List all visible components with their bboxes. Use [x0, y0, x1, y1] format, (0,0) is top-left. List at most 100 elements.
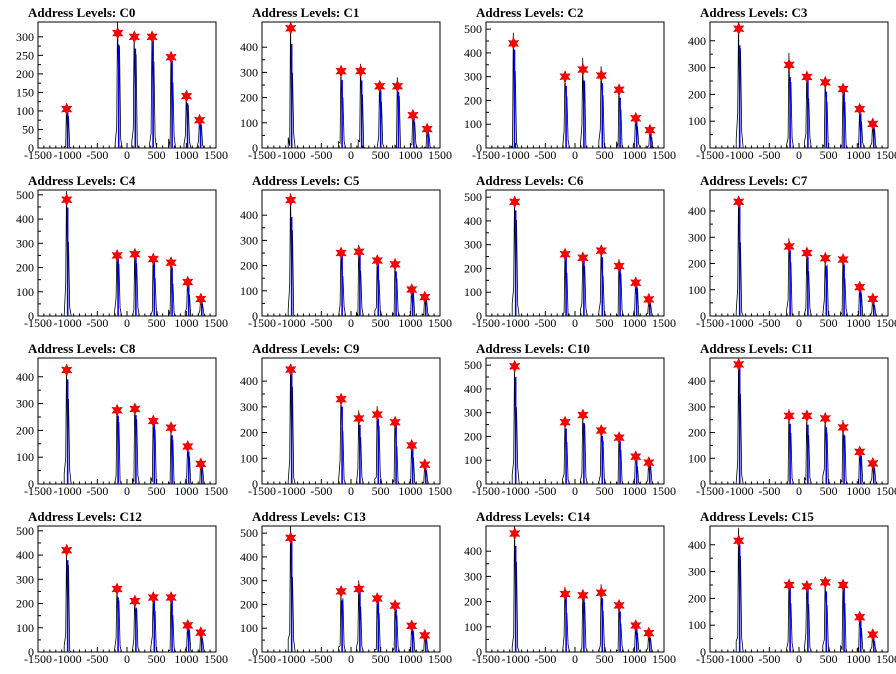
y-tick-label: 400 [240, 40, 258, 54]
x-tick-label: -500 [86, 148, 108, 162]
y-tick-label: 100 [688, 451, 706, 465]
x-tick-label: 1500 [428, 316, 452, 330]
x-tick-label: 0 [124, 148, 130, 162]
peak-star-marker [577, 62, 589, 77]
chart-svg: Address Levels: C13 0 100 200 300 400 500 -1500… [240, 509, 452, 666]
chart-panel-9: Address Levels: C9 0 100 200 300 400 -1500 -100… [224, 338, 452, 506]
y-tick-label: 200 [688, 87, 706, 101]
peak-star-marker [284, 21, 297, 35]
x-tick-label: -500 [758, 148, 780, 162]
x-tick-label: 1500 [204, 484, 228, 498]
peak-star-marker [819, 75, 832, 89]
chart-svg: Address Levels: C12 0 100 200 300 400 500 -1500… [16, 509, 228, 666]
chart-svg: Address Levels: C40100200300400500-1500-… [16, 173, 228, 330]
chart-title: Address Levels: C5 [252, 173, 360, 188]
x-tick-label: -1500 [696, 316, 724, 330]
x-tick-label: -500 [758, 652, 780, 666]
y-tick-label: 200 [240, 259, 258, 273]
y-tick-label: 200 [240, 597, 258, 611]
x-tick-label: 0 [572, 484, 578, 498]
peak-star-marker [180, 89, 193, 103]
x-tick-label: 1000 [622, 652, 646, 666]
peak-star-marker [419, 628, 431, 642]
peak-star-marker [353, 411, 365, 426]
y-tick-label: 300 [688, 565, 706, 579]
x-tick-label: 1500 [428, 652, 452, 666]
y-tick-label: 200 [16, 67, 34, 81]
peak-star-marker [111, 582, 123, 596]
peak-star-marker [837, 420, 849, 435]
x-tick-label: -1500 [24, 148, 52, 162]
y-tick-label: 400 [16, 370, 34, 384]
chart-svg: Address Levels: C8 0 100 200 300 400 -1500 -100… [16, 341, 228, 498]
y-tick-label: 400 [688, 34, 706, 48]
x-tick-label: 0 [572, 652, 578, 666]
y-tick-label: 300 [240, 400, 258, 414]
chart-title: Address Levels: C14 [476, 509, 590, 524]
peak-star-marker [629, 276, 642, 290]
chart-panel-10: Address Levels: C10 0 100 200 300 400 500 -1500… [448, 338, 676, 506]
peak-star-marker [819, 411, 832, 426]
peak-star-marker [643, 626, 655, 640]
peak-star-marker [595, 423, 608, 438]
y-tick-label: 150 [16, 85, 34, 99]
peak-star-marker [60, 363, 73, 377]
x-tick-label: 0 [796, 652, 802, 666]
chart-panel-15: Address Levels: C15 0 100 200 300 400 -1500 -10… [672, 506, 896, 674]
peak-star-marker [867, 292, 879, 306]
peak-star-marker [577, 251, 589, 265]
x-tick-label: 1000 [174, 148, 198, 162]
y-tick-label: 400 [464, 544, 482, 558]
peak-star-marker [819, 251, 832, 265]
x-tick-label: -1500 [24, 484, 52, 498]
chart-svg: Address Levels: C15 0 100 200 300 400 -1500 -10… [688, 509, 896, 666]
y-tick-label: 100 [16, 450, 34, 464]
x-tick-label: 0 [796, 316, 802, 330]
x-tick-label: -500 [86, 652, 108, 666]
y-tick-label: 200 [464, 93, 482, 107]
x-tick-label: -500 [310, 316, 332, 330]
peak-star-marker [783, 409, 795, 423]
peak-star-marker [613, 83, 625, 97]
y-tick-label: 400 [688, 538, 706, 552]
peak-star-marker [335, 584, 347, 598]
y-tick-label: 200 [464, 595, 482, 609]
x-tick-label: 1500 [876, 316, 896, 330]
x-tick-label: -1000 [726, 316, 754, 330]
y-tick-label: 0 [28, 645, 34, 659]
peak-star-marker [577, 588, 589, 602]
y-tick-label: 100 [688, 618, 706, 632]
peak-star-marker [559, 247, 571, 261]
peak-star-marker [613, 431, 625, 445]
peak-star-marker [147, 252, 160, 266]
chart-panel-12: Address Levels: C12 0 100 200 300 400 500 -1500… [0, 506, 228, 674]
y-tick-label: 300 [688, 230, 706, 244]
peak-star-marker [407, 108, 419, 122]
y-tick-label: 400 [240, 374, 258, 388]
y-tick-label: 400 [464, 46, 482, 60]
y-tick-label: 300 [16, 397, 34, 411]
peak-star-marker [391, 79, 404, 93]
y-tick-label: 0 [476, 141, 482, 155]
peak-star-marker [732, 534, 745, 548]
x-tick-label: -1500 [472, 652, 500, 666]
x-tick-label: 1500 [876, 652, 896, 666]
y-tick-label: 100 [240, 621, 258, 635]
peak-star-marker [595, 586, 608, 600]
peak-star-marker [353, 245, 365, 259]
x-tick-label: -1500 [472, 484, 500, 498]
peak-star-marker [508, 359, 521, 373]
chart-panel-11: Address Levels: C11 0 100 200 300 400 -1500 -10… [672, 338, 896, 506]
peak-star-marker [354, 64, 367, 78]
peak-star-marker [732, 22, 745, 36]
y-tick-label: 200 [16, 423, 34, 437]
y-tick-label: 300 [464, 238, 482, 252]
peak-star-marker [129, 247, 141, 261]
x-tick-label: -1500 [248, 484, 276, 498]
y-tick-label: 400 [464, 214, 482, 228]
y-tick-label: 0 [28, 309, 34, 323]
chart-svg: Address Levels: C7 0 100 200 300 400 -1500 -100… [688, 173, 896, 330]
peak-star-marker [837, 82, 849, 96]
chart-svg: Address Levels: C14 0 100 200 300 400 -1500 -10… [464, 509, 676, 666]
y-tick-label: 100 [688, 114, 706, 128]
